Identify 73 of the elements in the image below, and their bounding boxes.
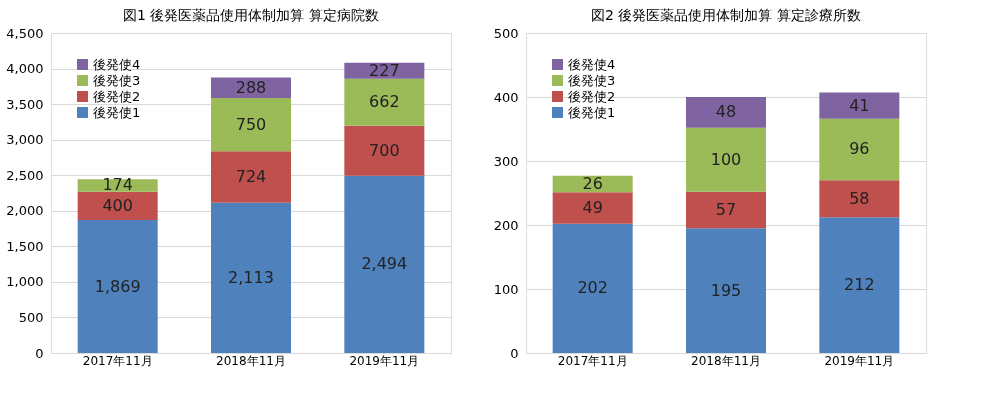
bar [686, 228, 766, 353]
legend-label: 後発使3 [568, 72, 616, 88]
x-tick-label: 2019年11月 [824, 353, 895, 368]
bar [819, 118, 900, 181]
legend-label: 後発使4 [93, 56, 141, 72]
bar [819, 92, 900, 119]
legend-label: 後発使1 [93, 104, 141, 120]
y-tick-label: 300 [493, 153, 519, 169]
data-label: 100 [710, 149, 742, 169]
bar [77, 220, 158, 353]
chart-title: 図1 後発医薬品使用体制加算 算定病院数 [123, 7, 379, 23]
legend-label: 後発使2 [93, 88, 141, 104]
y-tick-label: 500 [493, 25, 519, 41]
x-tick-label: 2018年11月 [216, 353, 286, 368]
bar [211, 151, 291, 203]
data-label: 174 [102, 175, 133, 195]
y-tick-label: 0 [510, 345, 519, 361]
y-tick-label: 500 [18, 309, 44, 325]
bar [344, 125, 425, 176]
data-label: 49 [582, 198, 603, 218]
bar [211, 77, 291, 98]
data-label: 288 [235, 77, 267, 97]
bar [552, 192, 633, 224]
bar [819, 217, 900, 353]
data-label: 400 [102, 195, 133, 215]
bar [552, 223, 633, 353]
bar [686, 127, 766, 192]
data-label: 96 [849, 139, 870, 159]
y-tick-label: 4,500 [6, 25, 44, 41]
data-label: 724 [235, 167, 267, 186]
data-label: 195 [710, 280, 742, 300]
legend-label: 後発使3 [93, 72, 141, 88]
bar [344, 175, 425, 353]
bar [211, 97, 291, 152]
legend-label: 後発使2 [568, 88, 616, 104]
data-label: 212 [844, 275, 875, 295]
bar [686, 97, 766, 128]
data-label: 1,869 [94, 276, 141, 296]
data-label: 26 [582, 174, 603, 194]
data-label: 48 [715, 102, 737, 122]
bar [819, 180, 900, 218]
bar [211, 202, 291, 353]
data-label: 58 [849, 188, 870, 208]
bar [77, 179, 158, 192]
x-tick-label: 2017年11月 [82, 353, 153, 368]
y-tick-label: 200 [493, 217, 519, 233]
y-tick-label: 100 [493, 281, 519, 297]
x-tick-label: 2019年11月 [349, 353, 420, 368]
y-tick-label: 1,000 [6, 274, 44, 290]
data-label: 2,494 [361, 254, 408, 274]
data-label: 662 [369, 92, 400, 112]
bar [344, 78, 425, 126]
bar [686, 191, 766, 229]
y-tick-label: 3,500 [6, 96, 44, 112]
y-tick-label: 2,500 [6, 167, 44, 183]
data-label: 700 [369, 140, 400, 160]
x-tick-label: 2018年11月 [691, 353, 761, 368]
y-tick-label: 3,000 [6, 132, 44, 148]
legend-label: 後発使4 [568, 56, 616, 72]
y-tick-label: 2,000 [6, 203, 44, 219]
data-label: 57 [715, 199, 737, 219]
data-label: 750 [235, 114, 267, 134]
legend-label: 後発使1 [568, 104, 616, 120]
chart-title: 図2 後発医薬品使用体制加算 算定診療所数 [591, 7, 861, 23]
data-label: 202 [577, 278, 608, 298]
data-label: 2,113 [228, 267, 274, 287]
y-tick-label: 1,500 [6, 238, 44, 254]
data-label: 41 [849, 95, 870, 115]
y-tick-label: 400 [493, 89, 519, 105]
data-label: 227 [369, 60, 400, 80]
y-tick-label: 0 [35, 345, 44, 361]
x-tick-label: 2017年11月 [557, 353, 628, 368]
y-tick-label: 4,000 [6, 61, 44, 77]
